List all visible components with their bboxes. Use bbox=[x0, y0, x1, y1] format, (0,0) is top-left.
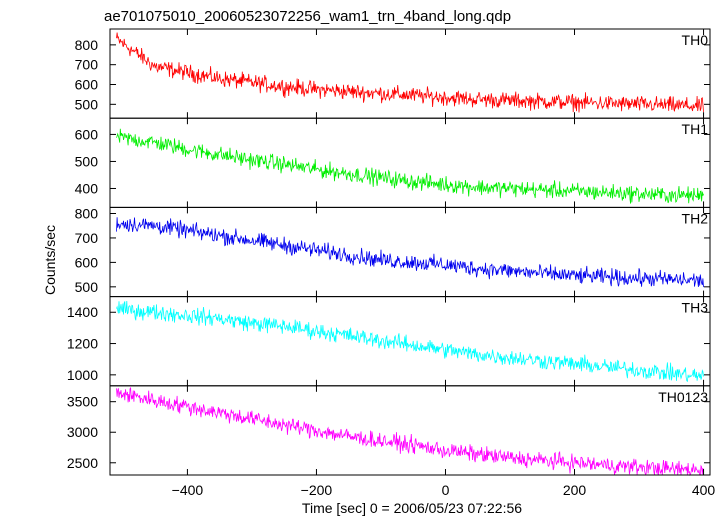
panel-th0: 500 600 700 800 TH0 bbox=[75, 28, 711, 119]
y-tick-label: 800 bbox=[75, 206, 99, 222]
y-tick-label: 400 bbox=[75, 180, 99, 196]
y-tick-label: 2500 bbox=[67, 455, 98, 471]
x-axis-label: Time [sec] 0 = 2006/05/23 07:22:56 bbox=[302, 500, 522, 516]
panel-th3: 1000 1200 1400 TH3 bbox=[67, 296, 711, 387]
series-line-th2 bbox=[116, 217, 704, 288]
x-tick-label: 200 bbox=[563, 482, 587, 498]
y-tick-label: 700 bbox=[75, 230, 99, 246]
series-label: TH0 bbox=[682, 32, 709, 48]
y-tick-label: 800 bbox=[75, 37, 99, 53]
series-label: TH2 bbox=[682, 210, 709, 226]
series-label: TH0123 bbox=[658, 389, 708, 405]
y-tick-label: 700 bbox=[75, 57, 99, 73]
series-label: TH1 bbox=[682, 121, 709, 137]
y-tick-label: 3500 bbox=[67, 394, 98, 410]
y-tick-label: 600 bbox=[75, 254, 99, 270]
x-tick-label: −200 bbox=[301, 482, 333, 498]
chart-title: ae701075010_20060523072256_wam1_trn_4ban… bbox=[104, 8, 511, 25]
series-line-th0 bbox=[116, 32, 704, 113]
y-tick-label: 1200 bbox=[67, 336, 98, 352]
panels: 500 600 700 800 TH0 400 500 600 TH1 500 600 700 800 T… bbox=[67, 28, 716, 498]
panel-frame bbox=[109, 206, 711, 298]
y-tick-label: 500 bbox=[75, 279, 99, 295]
y-tick-label: 1400 bbox=[67, 304, 98, 320]
y-tick-label: 500 bbox=[75, 153, 99, 169]
panel-th0123: 2500 3000 3500 TH0123 bbox=[67, 385, 711, 477]
series-label: TH3 bbox=[682, 300, 709, 316]
panel-th1: 400 500 600 TH1 bbox=[75, 117, 711, 208]
y-tick-label: 1000 bbox=[67, 367, 98, 383]
series-line-th0123 bbox=[116, 387, 704, 477]
panel-frame bbox=[109, 385, 711, 476]
panel-frame bbox=[109, 296, 711, 387]
y-tick-label: 600 bbox=[75, 77, 99, 93]
x-tick-label: 0 bbox=[442, 482, 450, 498]
x-tick-label: −400 bbox=[172, 482, 204, 498]
x-tick-label: 400 bbox=[692, 482, 716, 498]
panel-th2: 500 600 700 800 TH2 bbox=[75, 206, 711, 298]
series-line-th1 bbox=[116, 128, 704, 204]
y-axis-label: Counts/sec bbox=[42, 225, 58, 295]
y-tick-label: 500 bbox=[75, 96, 99, 112]
y-tick-label: 3000 bbox=[67, 424, 98, 440]
y-tick-label: 600 bbox=[75, 126, 99, 142]
series-line-th3 bbox=[116, 300, 704, 383]
